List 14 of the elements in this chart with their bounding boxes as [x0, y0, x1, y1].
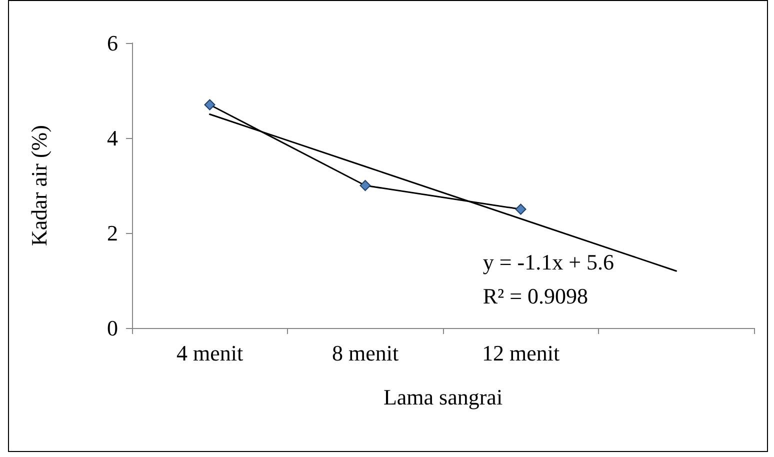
x-tick-label: 8 menit	[332, 340, 399, 366]
y-tick-label: 2	[107, 220, 118, 246]
y-tick-label: 0	[107, 316, 118, 340]
annotation: R² = 0.9098	[482, 284, 588, 308]
point	[360, 180, 371, 191]
y-tick-label: 4	[107, 126, 118, 150]
annotation: y = -1.1x + 5.6	[482, 250, 614, 274]
y-tick-label: 6	[107, 30, 118, 56]
x-tick-label: 4 menit	[176, 340, 244, 366]
x-tick-label: 12 menit	[482, 340, 560, 366]
y-axis-title: Kadar air (%)	[26, 125, 52, 246]
point	[515, 204, 526, 215]
x-axis-title: Lama sangrai	[383, 384, 503, 410]
point	[204, 99, 216, 110]
